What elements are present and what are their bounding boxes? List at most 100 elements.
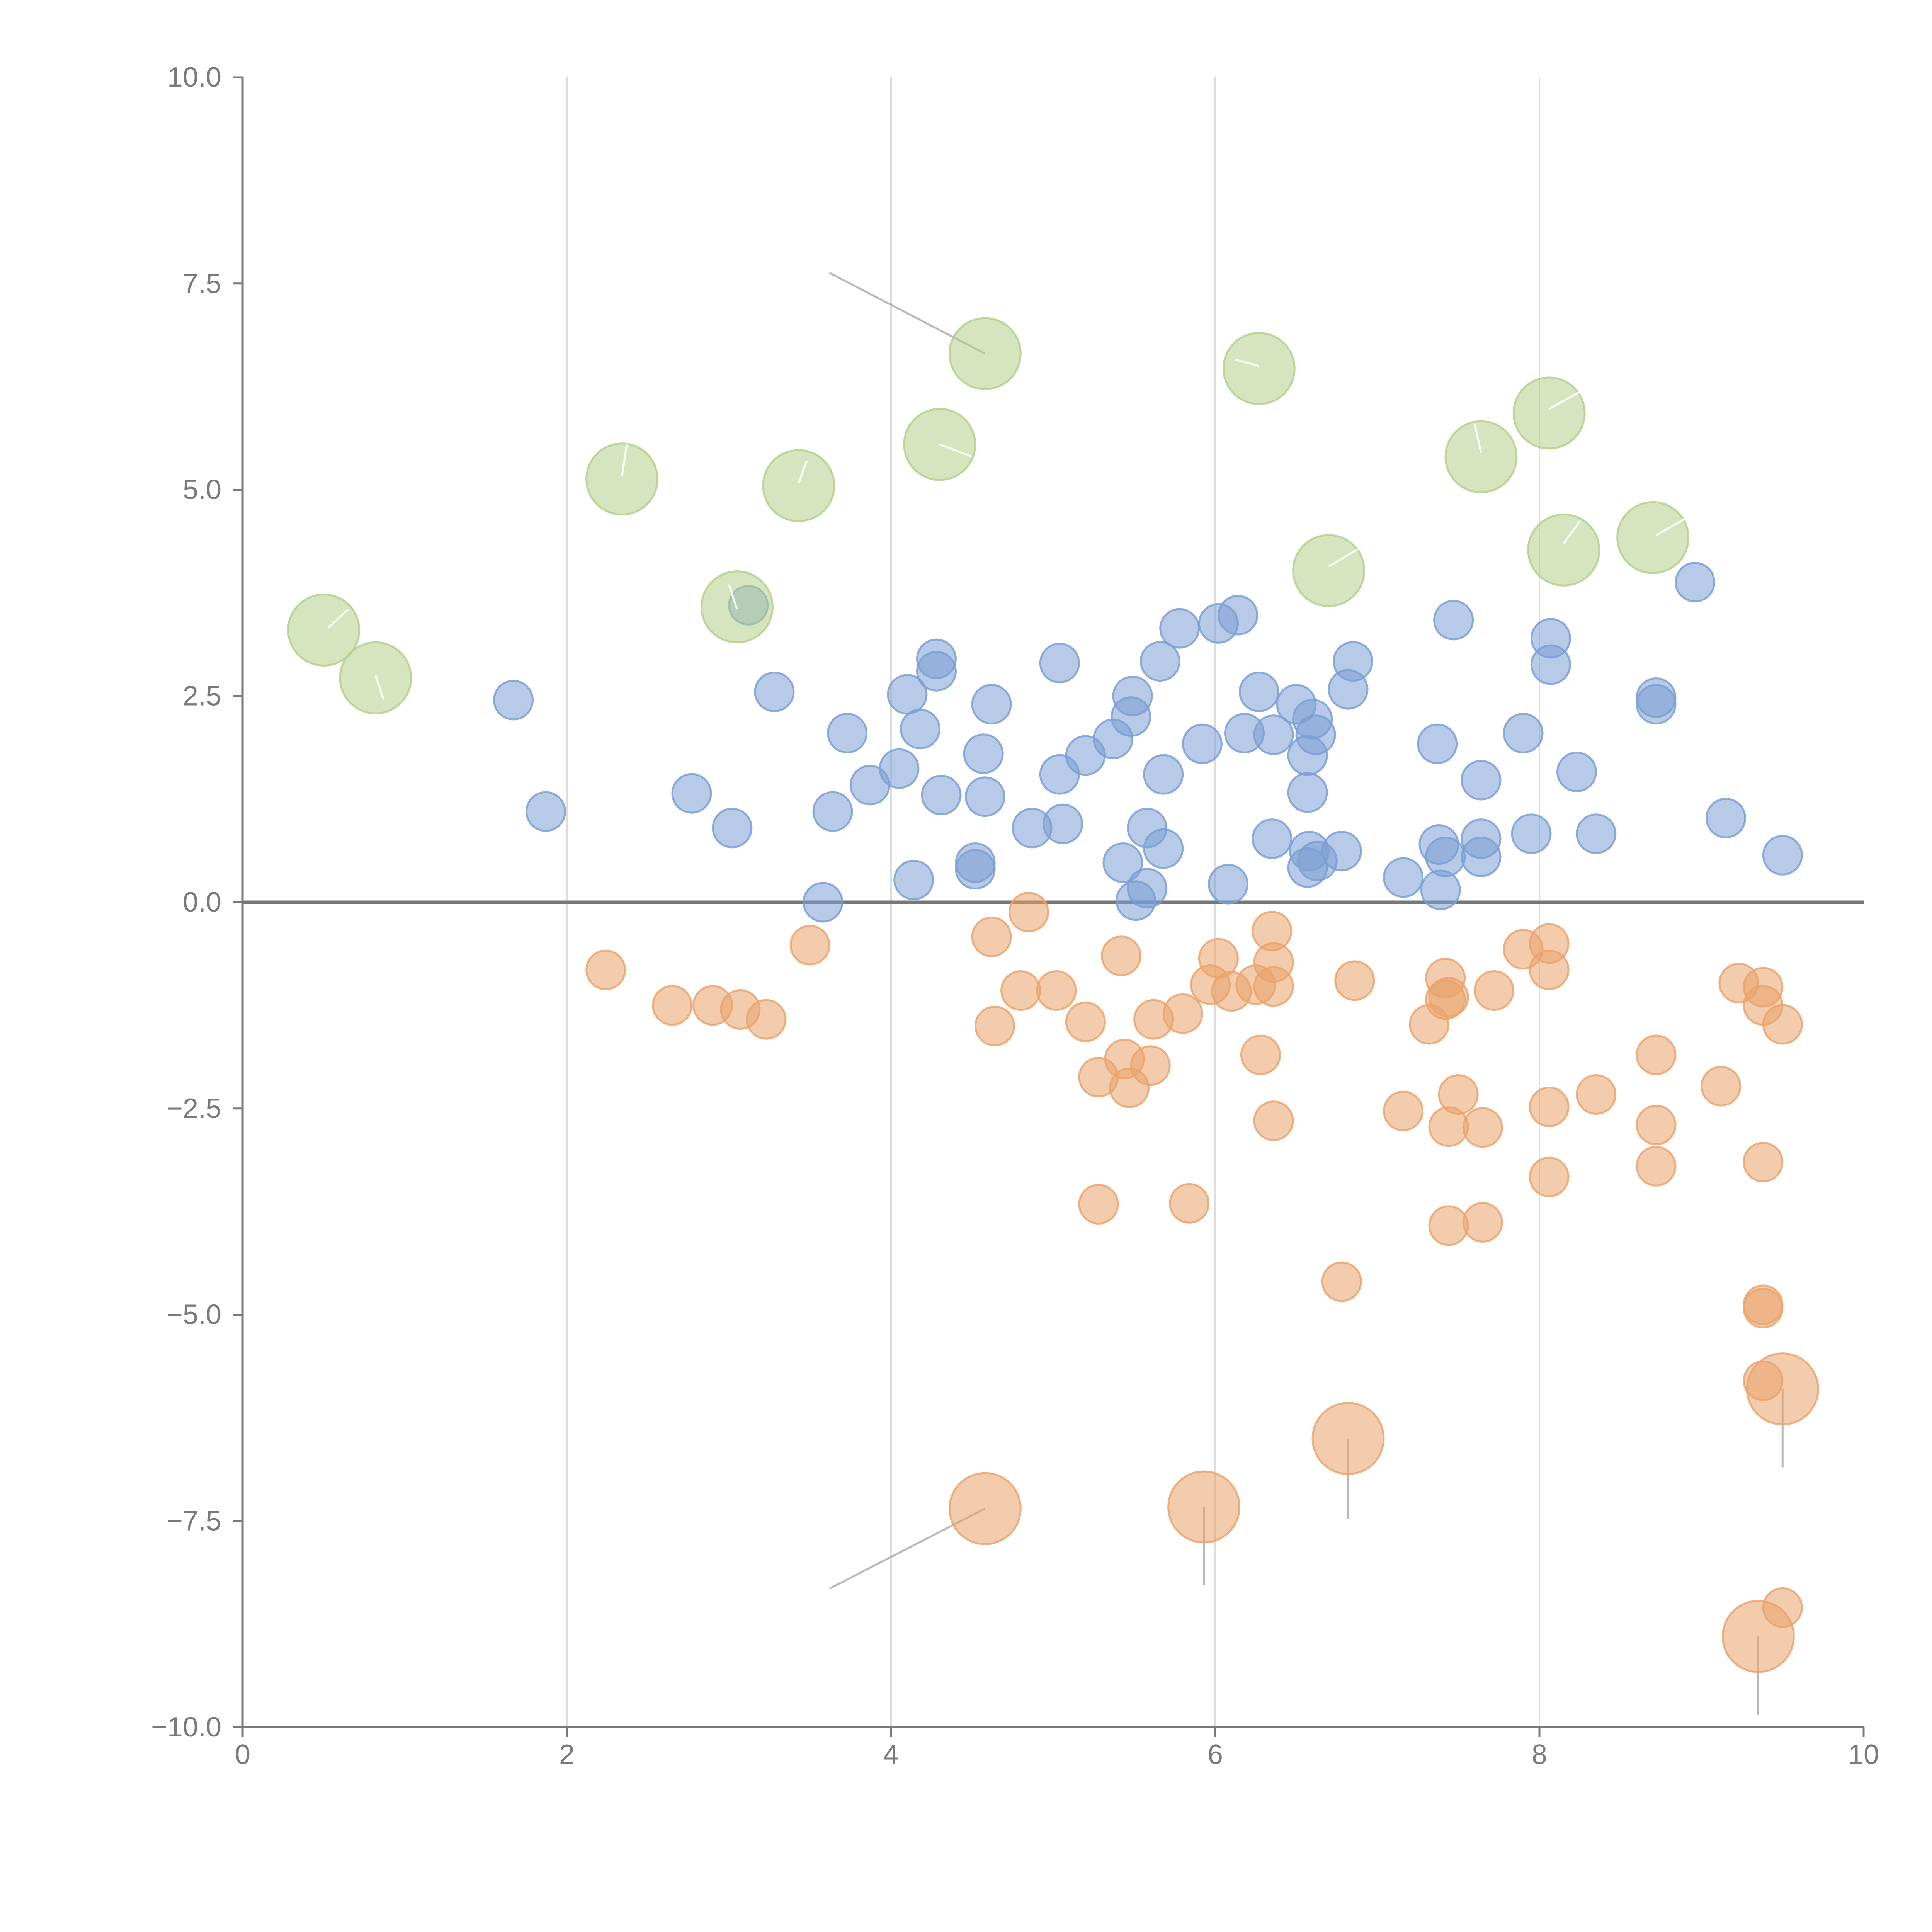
inner-tick-line (798, 460, 808, 484)
positive-point (1556, 752, 1597, 793)
positive-point (893, 859, 934, 900)
positive-point (1208, 864, 1249, 905)
inner-tick-line (1548, 388, 1585, 410)
positive-point (964, 776, 1005, 817)
negative-point (1169, 1183, 1210, 1224)
negative-point (652, 985, 693, 1026)
positive-point (493, 680, 534, 721)
negative-point (1101, 935, 1142, 976)
positive-point (1461, 837, 1502, 878)
negative-point (1438, 1074, 1479, 1115)
positive-point (900, 709, 941, 750)
negative-point (1636, 1146, 1677, 1187)
highlight-point (1527, 513, 1600, 587)
positive-point (803, 882, 844, 923)
positive-point (1253, 714, 1294, 755)
positive-point (1636, 684, 1677, 725)
negative-point (1162, 993, 1203, 1034)
negative-point (1743, 1287, 1784, 1328)
positive-point (1417, 723, 1458, 764)
negative-point (746, 999, 787, 1040)
data-points (287, 317, 1819, 1673)
positive-point (827, 713, 868, 753)
highlight-point (948, 317, 1022, 390)
negative-point (1383, 1090, 1424, 1131)
negative-point (1428, 1205, 1469, 1246)
negative-point (1428, 977, 1469, 1018)
negative-point (1240, 1034, 1281, 1075)
x-tick-label: 0 (235, 1739, 250, 1770)
inner-tick-line (939, 443, 973, 458)
negative-point (1701, 1066, 1742, 1107)
positive-point (1139, 641, 1180, 682)
positive-point (1576, 813, 1617, 854)
positive-point (879, 748, 920, 789)
inner-tick-line (1563, 520, 1581, 544)
positive-point (1218, 595, 1259, 636)
positive-point (1127, 868, 1168, 909)
positive-point (1433, 600, 1474, 641)
positive-point (971, 684, 1012, 725)
positive-point (916, 651, 957, 692)
positive-point (1159, 608, 1200, 649)
negative-point (1743, 1142, 1784, 1183)
highlight-point (1167, 1470, 1241, 1544)
positive-point (1111, 696, 1151, 737)
highlight-point (1512, 376, 1586, 450)
inner-ticks (328, 358, 1686, 701)
positive-point (1102, 842, 1143, 883)
negative-point (1000, 970, 1041, 1011)
positive-point (1039, 643, 1080, 684)
highlight-point (1311, 1402, 1385, 1475)
y-tick-label: 10.0 (167, 62, 221, 93)
positive-point (1287, 772, 1328, 813)
positive-point (1511, 813, 1552, 854)
positive-point (921, 774, 962, 815)
negative-point (1462, 1107, 1503, 1148)
positive-point (1762, 835, 1803, 876)
negative-point (1009, 892, 1049, 933)
positive-point (1675, 562, 1716, 603)
highlight-point (287, 593, 361, 667)
tick-labels: 10.0 7.5 5.0 2.5 0.0 −2.5 −5.0 −7.5 −10.0 0 2 4 6 8 10 (151, 62, 1879, 1770)
positive-point (525, 791, 566, 832)
highlight-point (585, 442, 659, 516)
inner-tick-line (728, 584, 738, 610)
positive-point (1238, 672, 1279, 713)
negative-point (1636, 1104, 1677, 1145)
positive-point (754, 672, 795, 713)
positive-point (1321, 831, 1362, 872)
highlight-point (1292, 534, 1366, 607)
y-tick-label: 2.5 (183, 680, 221, 711)
positive-point (812, 791, 853, 832)
positive-point (712, 808, 753, 849)
highlight-point (1721, 1600, 1795, 1673)
positive-point (1143, 828, 1184, 869)
highlight-point (1746, 1352, 1819, 1426)
positive-point (1383, 857, 1424, 898)
y-tick-label: −2.5 (167, 1093, 221, 1124)
y-tick-label: −7.5 (167, 1505, 221, 1536)
positive-point (1705, 798, 1746, 838)
negative-point (1529, 1086, 1570, 1127)
highlight-point (1222, 332, 1296, 405)
positive-point (963, 733, 1004, 774)
negative-point (1529, 949, 1570, 990)
positive-point (1143, 754, 1184, 795)
positive-point (1295, 714, 1336, 755)
positive-point (1530, 644, 1571, 685)
negative-point (1253, 1100, 1294, 1141)
negative-point (974, 1005, 1015, 1046)
negative-point (1253, 966, 1294, 1007)
x-tick-label: 8 (1532, 1739, 1547, 1770)
y-tick-label: −5.0 (167, 1299, 221, 1330)
negative-point (585, 949, 626, 990)
x-tick-label: 2 (559, 1739, 575, 1770)
inner-tick-line (1328, 548, 1359, 568)
negative-point (1576, 1074, 1617, 1115)
negative-point (789, 925, 830, 966)
negative-point (1334, 960, 1375, 1001)
inner-tick-line (328, 609, 349, 628)
positive-point (671, 773, 712, 814)
